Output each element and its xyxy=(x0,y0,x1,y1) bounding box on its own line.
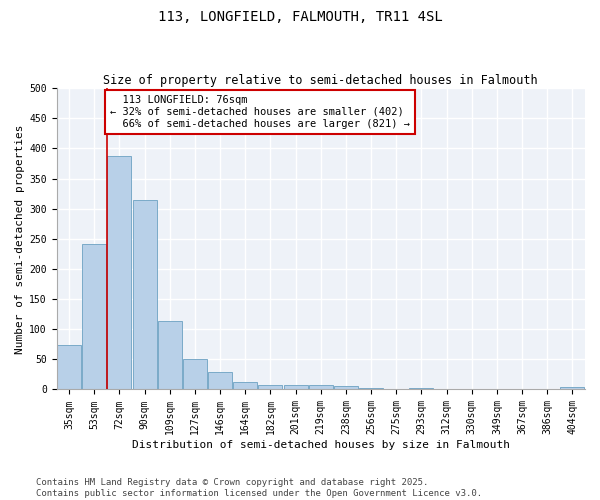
Bar xyxy=(284,384,308,390)
Bar xyxy=(409,388,433,390)
Bar xyxy=(560,387,584,390)
Bar xyxy=(359,388,383,390)
X-axis label: Distribution of semi-detached houses by size in Falmouth: Distribution of semi-detached houses by … xyxy=(132,440,510,450)
Text: 113, LONGFIELD, FALMOUTH, TR11 4SL: 113, LONGFIELD, FALMOUTH, TR11 4SL xyxy=(158,10,442,24)
Bar xyxy=(309,386,333,390)
Bar xyxy=(259,386,283,390)
Bar xyxy=(434,389,458,390)
Bar xyxy=(208,372,232,390)
Y-axis label: Number of semi-detached properties: Number of semi-detached properties xyxy=(15,124,25,354)
Bar xyxy=(133,200,157,390)
Bar xyxy=(334,386,358,390)
Text: 113 LONGFIELD: 76sqm
← 32% of semi-detached houses are smaller (402)
  66% of se: 113 LONGFIELD: 76sqm ← 32% of semi-detac… xyxy=(110,96,410,128)
Bar xyxy=(82,244,106,390)
Bar xyxy=(158,322,182,390)
Bar xyxy=(57,346,81,390)
Bar xyxy=(233,382,257,390)
Bar xyxy=(107,156,131,390)
Title: Size of property relative to semi-detached houses in Falmouth: Size of property relative to semi-detach… xyxy=(103,74,538,87)
Bar xyxy=(385,389,408,390)
Bar xyxy=(183,360,207,390)
Bar xyxy=(510,389,534,390)
Text: Contains HM Land Registry data © Crown copyright and database right 2025.
Contai: Contains HM Land Registry data © Crown c… xyxy=(36,478,482,498)
